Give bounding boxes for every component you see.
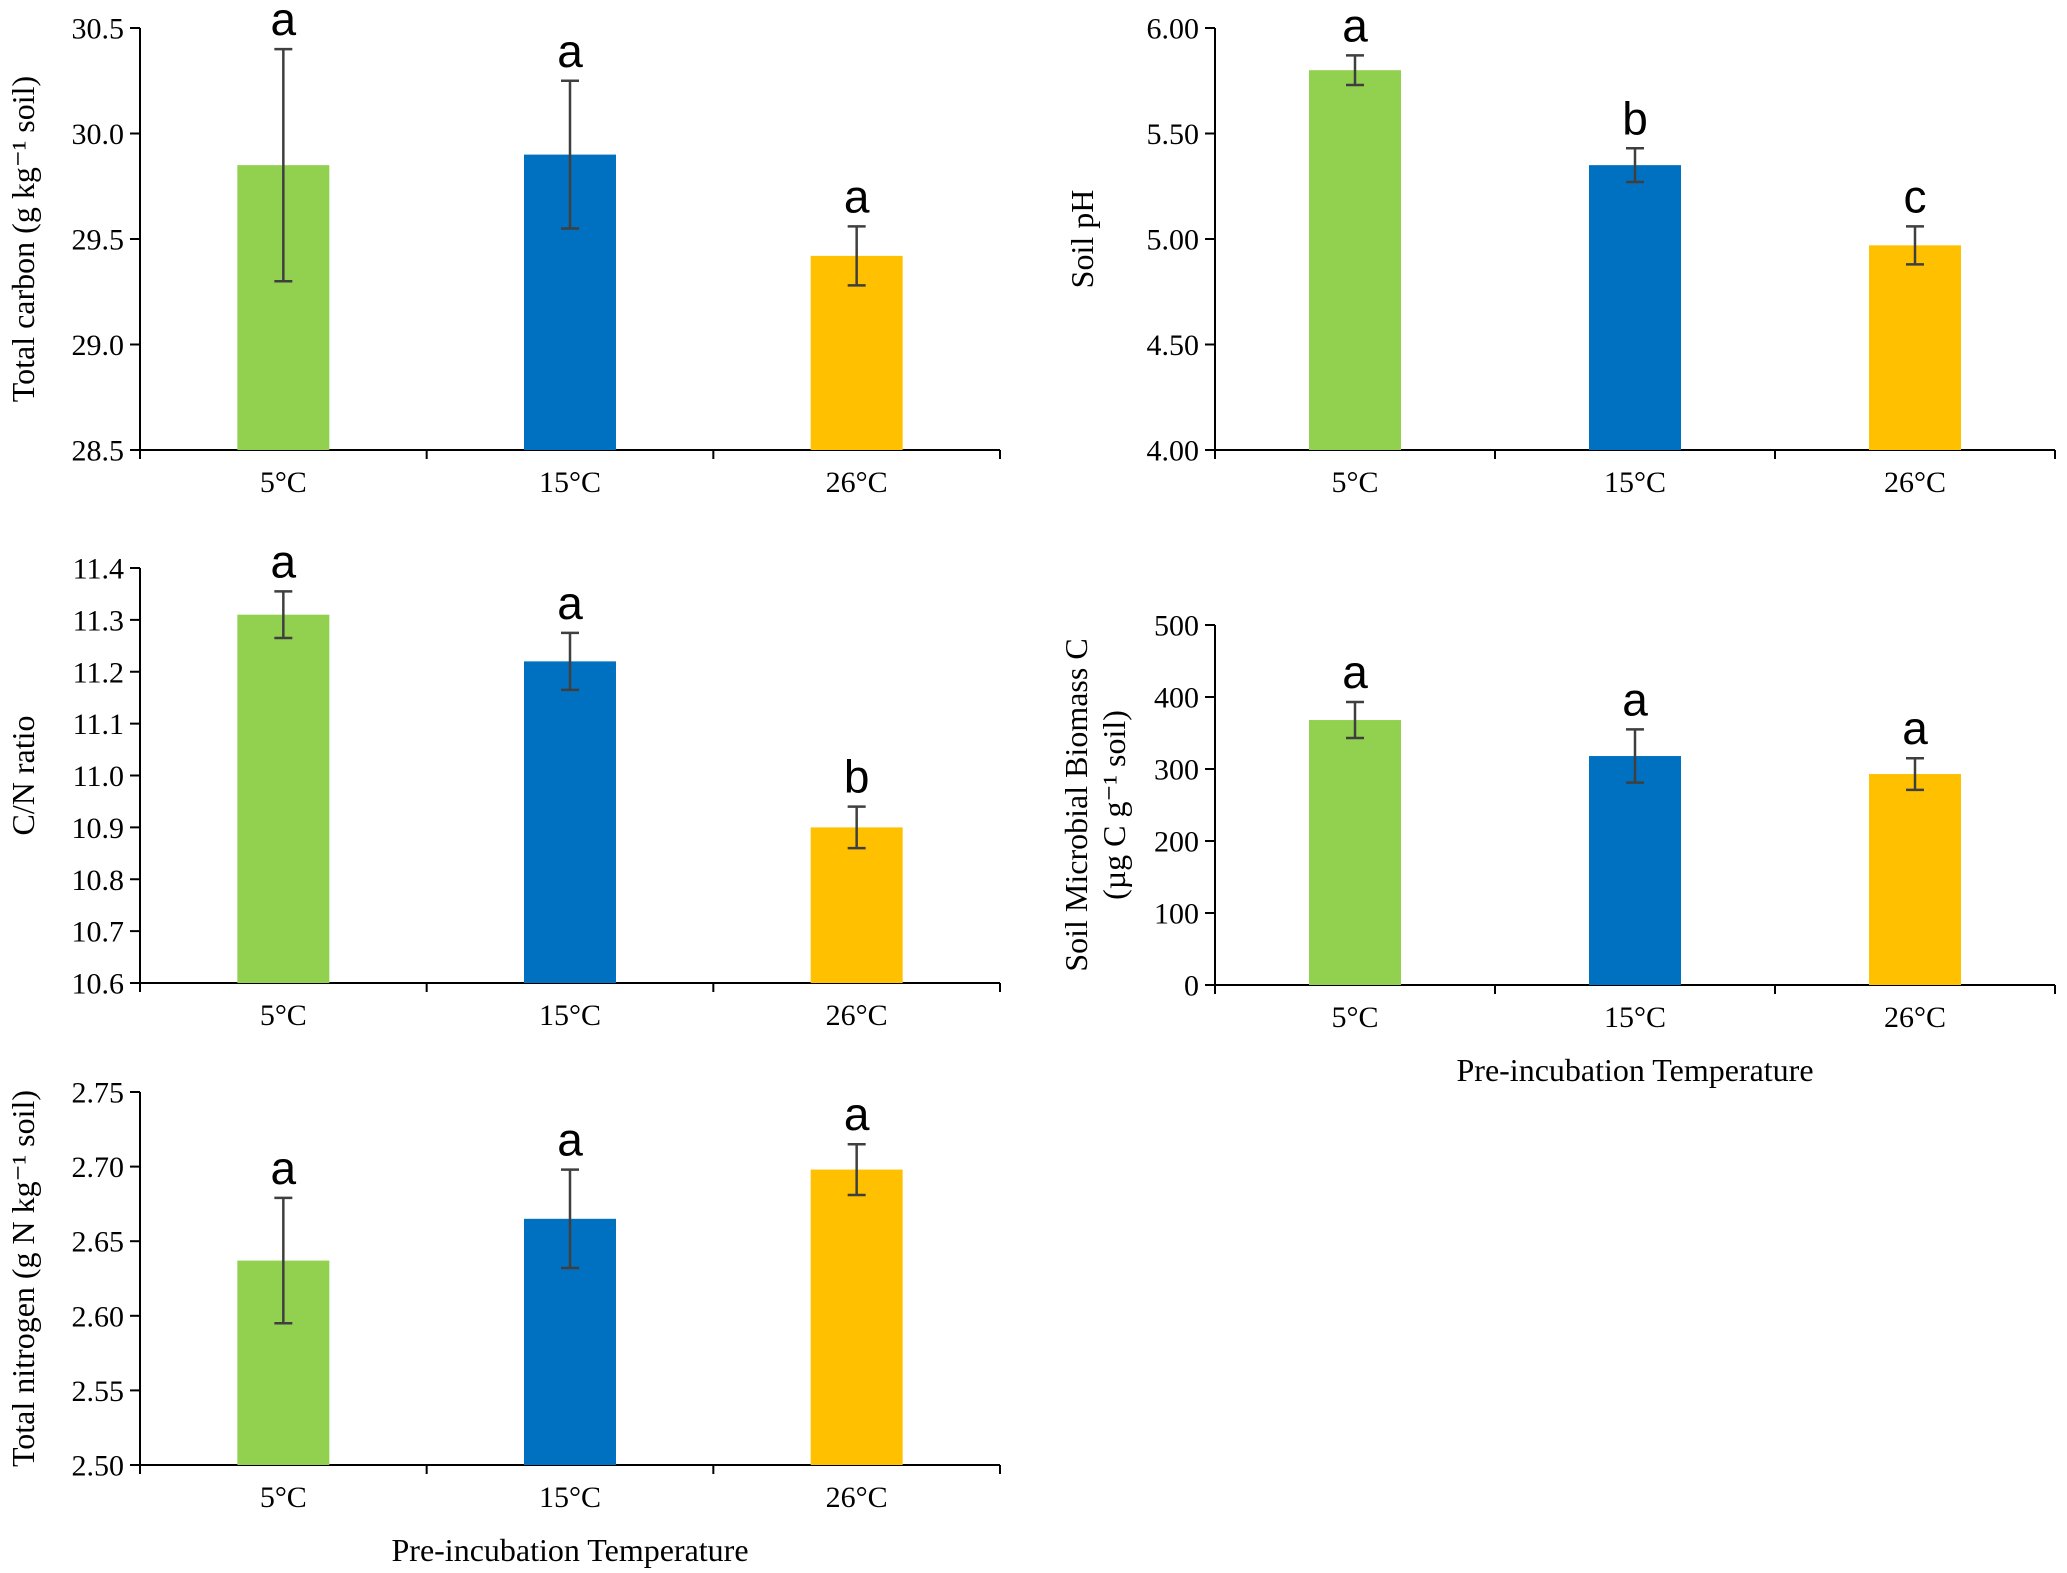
sig-letter: a xyxy=(1342,646,1368,698)
sig-letter: a xyxy=(271,0,297,45)
y-axis-title: Soil Microbial Biomass C xyxy=(1058,638,1094,971)
bar-26°C xyxy=(810,255,903,450)
y-tick-label: 10.6 xyxy=(72,968,125,1001)
y-tick-label: 29.5 xyxy=(72,224,125,257)
y-tick-label: 29.0 xyxy=(72,329,125,362)
y-tick-label: 2.50 xyxy=(72,1450,125,1483)
chart-total-carbon: 28.5 29.0 29.5 30.0 30.5 a 5°C a 15°C a 26°C Total … xyxy=(0,0,1030,520)
y-tick-label: 10.8 xyxy=(72,864,125,897)
x-axis-title: Pre-incubation Temperature xyxy=(391,1532,748,1568)
y-tick-label: 6.00 xyxy=(1147,13,1200,46)
chart-soil-microbial-biomass-c: 0 100 200 300 400 500 a 5°C a 15°C a 26°C Soil Micro… xyxy=(1057,560,2067,1120)
sig-letter: a xyxy=(1902,702,1928,754)
category-label: 15°C xyxy=(539,999,601,1032)
bar-5°C xyxy=(237,614,330,983)
y-tick-label: 4.00 xyxy=(1147,435,1200,468)
y-tick-label: 500 xyxy=(1154,610,1199,643)
sig-letter: a xyxy=(844,1088,870,1140)
y-tick-label: 10.9 xyxy=(72,812,125,845)
sig-letter: c xyxy=(1904,170,1927,222)
bar-15°C xyxy=(524,661,616,983)
chart-canvas-total-carbon: 28.5 29.0 29.5 30.0 30.5 a 5°C a 15°C a 26°C Total … xyxy=(5,0,1001,499)
category-label: 26°C xyxy=(826,1481,888,1514)
y-tick-label: 11.2 xyxy=(73,656,124,689)
sig-letter: a xyxy=(844,170,870,222)
sig-letter: a xyxy=(1342,0,1368,51)
bar-15°C xyxy=(1589,756,1681,985)
y-axis-title: Soil pH xyxy=(1064,190,1100,289)
category-label: 5°C xyxy=(260,999,307,1032)
category-label: 26°C xyxy=(1884,466,1946,499)
y-tick-label: 11.1 xyxy=(73,708,124,741)
x-axis-title: Pre-incubation Temperature xyxy=(1456,1052,1813,1088)
y-tick-label: 200 xyxy=(1154,826,1199,859)
chart-total-nitrogen: 2.50 2.55 2.60 2.65 2.70 2.75 a 5°C a 15°C a 26°C To… xyxy=(0,1040,1030,1573)
bar-26°C xyxy=(810,1169,903,1465)
category-label: 26°C xyxy=(1884,1001,1946,1034)
category-label: 26°C xyxy=(826,999,888,1032)
chart-canvas-total-nitrogen: 2.50 2.55 2.60 2.65 2.70 2.75 a 5°C a 15°C a 26°C To… xyxy=(5,1077,1001,1568)
bar-5°C xyxy=(1309,70,1401,450)
sig-letter: a xyxy=(557,1114,583,1166)
sig-letter: b xyxy=(844,751,870,803)
y-tick-label: 2.55 xyxy=(72,1375,125,1408)
bar-5°C xyxy=(1309,720,1401,985)
sig-letter: a xyxy=(557,25,583,77)
sig-letter: a xyxy=(1622,673,1648,725)
y-tick-label: 11.3 xyxy=(73,604,124,637)
category-label: 15°C xyxy=(539,1481,601,1514)
category-label: 5°C xyxy=(260,1481,307,1514)
sig-letter: b xyxy=(1622,92,1648,144)
bar-26°C xyxy=(1869,774,1961,985)
sig-letter: a xyxy=(557,577,583,629)
y-tick-label: 11.4 xyxy=(73,553,124,586)
y-tick-label: 2.60 xyxy=(72,1300,125,1333)
y-tick-label: 2.65 xyxy=(72,1226,125,1259)
y-tick-label: 2.70 xyxy=(72,1151,125,1184)
y-tick-label: 2.75 xyxy=(72,1077,125,1110)
chart-canvas-cn-ratio: 10.6 10.7 10.8 10.9 11.0 11.1 11.2 11.3 11.4 a 5°C… xyxy=(5,535,1001,1032)
category-label: 5°C xyxy=(260,466,307,499)
bar-26°C xyxy=(1869,245,1961,450)
category-label: 15°C xyxy=(539,466,601,499)
y-tick-label: 30.0 xyxy=(72,118,125,151)
category-label: 15°C xyxy=(1604,1001,1666,1034)
y-tick-label: 10.7 xyxy=(72,916,125,949)
chart-cn-ratio: 10.6 10.7 10.8 10.9 11.0 11.1 11.2 11.3 11.4 a 5°C… xyxy=(0,520,1030,1040)
y-tick-label: 300 xyxy=(1154,754,1199,787)
y-axis-title: Total nitrogen (g N kg⁻¹ soil) xyxy=(5,1090,41,1467)
y-tick-label: 100 xyxy=(1154,898,1199,931)
bar-26°C xyxy=(810,827,903,983)
category-label: 5°C xyxy=(1331,466,1378,499)
y-tick-label: 28.5 xyxy=(72,435,125,468)
sig-letter: a xyxy=(271,535,297,587)
y-tick-label: 5.00 xyxy=(1147,224,1200,257)
category-label: 15°C xyxy=(1604,466,1666,499)
y-tick-label: 0 xyxy=(1184,970,1199,1003)
y-axis-title: (µg C g⁻¹ soil) xyxy=(1096,710,1132,900)
category-label: 26°C xyxy=(826,466,888,499)
sig-letter: a xyxy=(271,1142,297,1194)
y-tick-label: 400 xyxy=(1154,682,1199,715)
chart-soil-ph: 4.00 4.50 5.00 5.50 6.00 a 5°C b 15°C c 26°C Soil p… xyxy=(1057,0,2067,520)
y-axis-title: Total carbon (g kg⁻¹ soil) xyxy=(5,76,41,402)
category-label: 5°C xyxy=(1331,1001,1378,1034)
chart-canvas-soil-microbial-biomass-c: 0 100 200 300 400 500 a 5°C a 15°C a 26°C Soil Micro… xyxy=(1058,610,2056,1088)
chart-canvas-soil-ph: 4.00 4.50 5.00 5.50 6.00 a 5°C b 15°C c 26°C Soil p… xyxy=(1064,0,2056,499)
bar-15°C xyxy=(1589,165,1681,450)
y-axis-title: C/N ratio xyxy=(5,716,41,836)
y-tick-label: 4.50 xyxy=(1147,329,1200,362)
y-tick-label: 30.5 xyxy=(72,13,125,46)
y-tick-label: 11.0 xyxy=(73,760,124,793)
y-tick-label: 5.50 xyxy=(1147,118,1200,151)
